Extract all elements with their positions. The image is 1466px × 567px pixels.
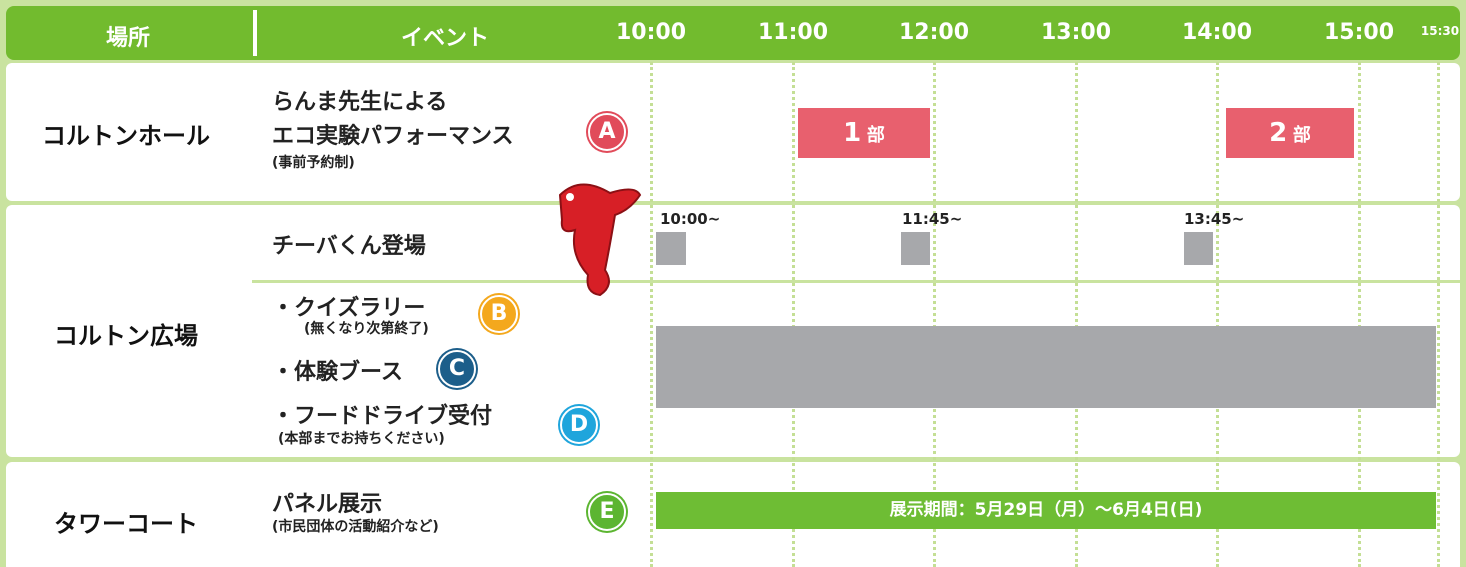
- badge: D: [560, 406, 598, 444]
- event-note: (市民団体の活動紹介など): [272, 519, 439, 535]
- session-unit: 部: [1292, 125, 1311, 146]
- header-place: 場所: [105, 26, 151, 51]
- badge-letter: A: [598, 119, 616, 144]
- badge-letter: D: [569, 412, 589, 437]
- event-title: パネル展示: [272, 492, 383, 517]
- time-label: 11:00: [757, 20, 829, 45]
- venue: コルトン広場: [54, 322, 198, 350]
- event-title: らんま先生による: [272, 90, 448, 115]
- exhibit-bar: 展示期間：5月29日（月）～6月4日(日): [656, 492, 1436, 529]
- badge: B: [480, 295, 518, 333]
- time-label: 14:00: [1181, 20, 1253, 45]
- appearance-bar: [656, 232, 686, 265]
- exhibit-period: 展示期間：5月29日（月）～6月4日(日): [889, 500, 1203, 520]
- event-title: ・体験ブース: [272, 360, 403, 385]
- badge: A: [588, 113, 626, 151]
- badge-letter: E: [599, 499, 615, 524]
- time-note: 10:00~: [660, 210, 721, 228]
- session-number: 2: [1269, 118, 1288, 148]
- event-note: (本部までお持ちください): [278, 431, 445, 447]
- time-line: [1437, 62, 1440, 567]
- badge: E: [588, 493, 626, 531]
- booth-bar: [656, 326, 1436, 408]
- event-title: ・フードドライブ受付: [272, 404, 493, 429]
- event-title: チーバくん登場: [272, 234, 426, 259]
- time-label: 15:30: [1420, 24, 1460, 38]
- event-note: (事前予約制): [272, 155, 355, 171]
- event-title: エコ実験パフォーマンス: [272, 124, 514, 149]
- time-line: [933, 62, 936, 567]
- badge-letter: B: [490, 301, 508, 326]
- time-line: [792, 62, 795, 567]
- time-line: [650, 62, 653, 567]
- time-line: [1075, 62, 1078, 567]
- appearance-bar: [1184, 232, 1213, 265]
- time-label: 10:00: [615, 20, 687, 45]
- badge: C: [438, 350, 476, 388]
- session-unit: 部: [866, 125, 885, 146]
- appearance-bar: [901, 232, 930, 265]
- event-title: ・クイズラリー: [272, 296, 426, 321]
- venue: タワーコート: [54, 510, 198, 538]
- badge-letter: C: [448, 356, 466, 381]
- header-bar: [6, 6, 1460, 60]
- time-label: 15:00: [1323, 20, 1395, 45]
- venue: コルトンホール: [42, 122, 210, 150]
- header-divider: [253, 10, 257, 56]
- mascot: [558, 183, 642, 297]
- time-label: 13:00: [1040, 20, 1112, 45]
- session-number: 1: [843, 118, 862, 148]
- session-bar: 1 部: [798, 108, 930, 158]
- row-divider: [252, 280, 1460, 283]
- time-line: [1358, 62, 1361, 567]
- time-note: 13:45~: [1184, 210, 1245, 228]
- time-note: 11:45~: [902, 210, 963, 228]
- session-bar: 2 部: [1226, 108, 1354, 158]
- header-event: イベント: [400, 26, 490, 51]
- event-note: (無くなり次第終了): [304, 321, 429, 337]
- time-line: [1216, 62, 1219, 567]
- time-label: 12:00: [898, 20, 970, 45]
